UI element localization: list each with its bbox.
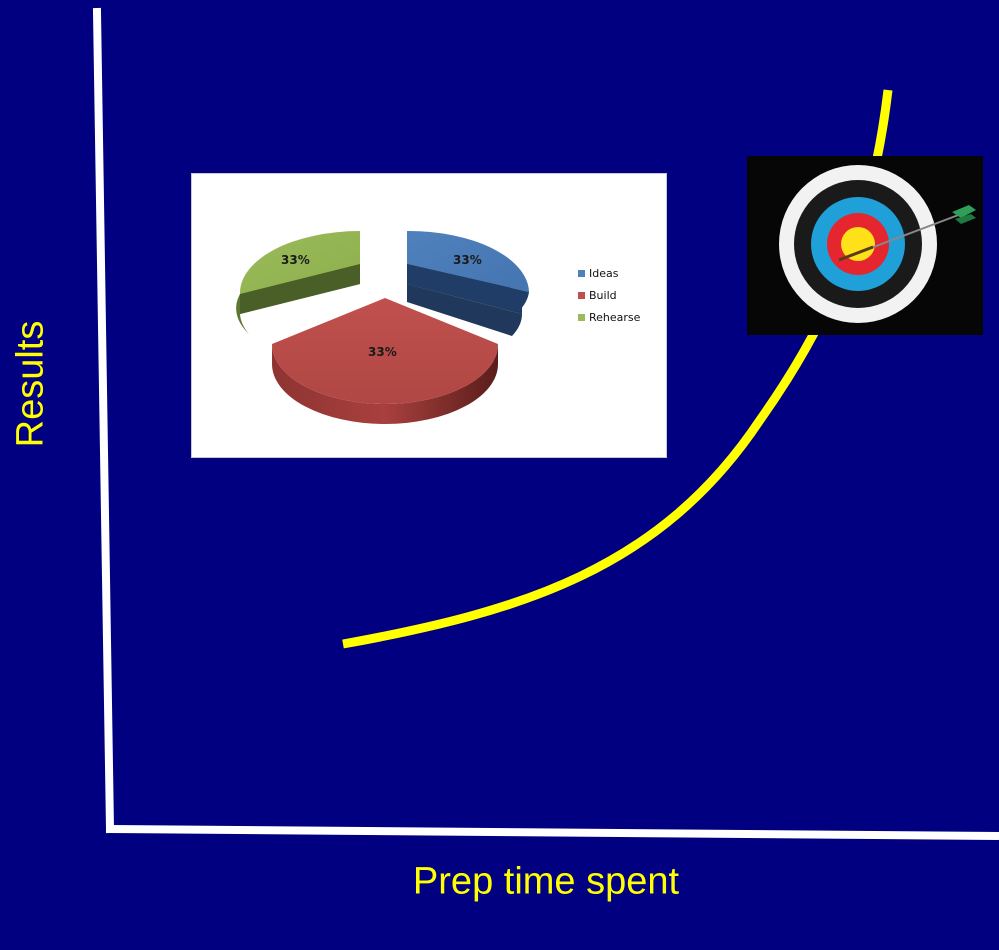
- legend-label-ideas: Ideas: [589, 266, 619, 280]
- legend-swatch-build: [578, 291, 585, 299]
- legend-swatch-ideas: [578, 269, 585, 277]
- y-axis-label: Results: [9, 320, 52, 448]
- x-axis: [105, 824, 999, 841]
- pie-label-rehearse: 33%: [281, 253, 310, 267]
- x-axis-label: Prep time spent: [412, 860, 680, 903]
- legend-item-build: Build: [578, 284, 640, 306]
- legend-swatch-rehearse: [578, 313, 585, 321]
- legend-label-build: Build: [589, 288, 617, 302]
- target-svg: [779, 165, 976, 323]
- pie-chart: 33% 33% 33% Ideas Build Rehearse: [191, 173, 667, 458]
- archery-target-with-arrow-icon: [747, 156, 983, 335]
- pie-slice-ideas: [407, 230, 529, 336]
- legend-label-rehearse: Rehearse: [589, 310, 641, 324]
- legend-item-ideas: Ideas: [578, 262, 640, 284]
- pie-chart-svg: 33% 33% 33%: [236, 230, 529, 424]
- legend-item-rehearse: Rehearse: [578, 306, 640, 328]
- pie-slice-build: [272, 298, 498, 424]
- pie-label-ideas: 33%: [453, 253, 482, 267]
- pie-legend: Ideas Build Rehearse: [578, 262, 640, 328]
- pie-slice-rehearse: [236, 231, 360, 334]
- y-axis: [92, 7, 115, 834]
- pie-label-build: 33%: [368, 345, 397, 359]
